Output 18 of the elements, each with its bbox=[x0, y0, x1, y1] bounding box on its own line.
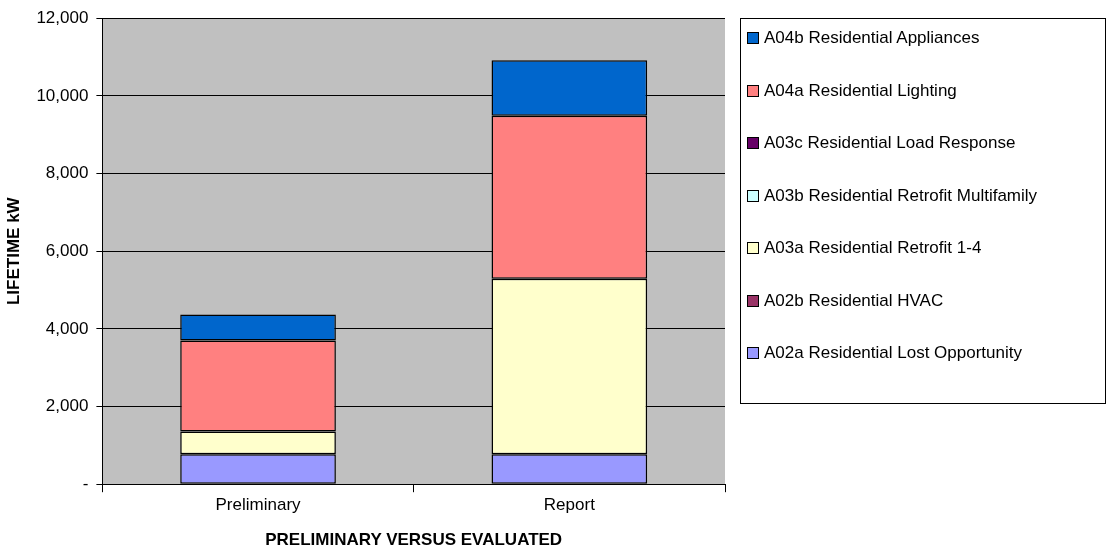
legend-label: A02b Residential HVAC bbox=[764, 289, 944, 311]
legend-label: A03a Residential Retrofit 1-4 bbox=[764, 237, 982, 259]
y-tick-label: 12,000 bbox=[36, 7, 89, 27]
y-tick-label: - bbox=[82, 473, 89, 493]
x-tick-label: Report bbox=[543, 495, 596, 515]
y-tick-label: 4,000 bbox=[45, 318, 89, 338]
y-tick-label: 10,000 bbox=[36, 85, 89, 105]
x-tick-label: Preliminary bbox=[215, 495, 302, 515]
y-tick-label: 8,000 bbox=[45, 163, 89, 183]
legend-label: A03b Residential Retrofit Multifamily bbox=[764, 184, 1038, 206]
legend-label: A03c Residential Load Response bbox=[764, 132, 1016, 154]
legend-label: A02a Residential Lost Opportunity bbox=[764, 342, 1022, 364]
y-axis-title: LIFETIME kW bbox=[3, 196, 23, 306]
x-axis-title: PRELIMINARY VERSUS EVALUATED bbox=[265, 530, 563, 550]
y-tick-label: 2,000 bbox=[45, 396, 89, 416]
legend-label: A04a Residential Lighting bbox=[764, 79, 957, 101]
y-tick-label: 6,000 bbox=[45, 240, 89, 260]
legend-label: A04b Residential Appliances bbox=[764, 27, 980, 48]
